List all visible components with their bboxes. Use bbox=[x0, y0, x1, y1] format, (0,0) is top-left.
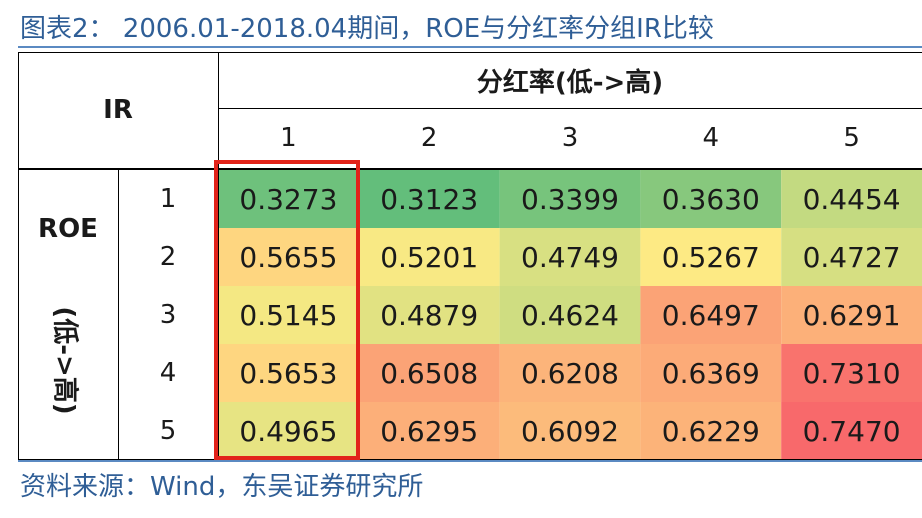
column-label-3: 3 bbox=[561, 123, 579, 153]
row-label-1: 1 bbox=[159, 184, 177, 214]
heat-cell-r1-c2 bbox=[358, 170, 500, 228]
heat-cell-r3-c1 bbox=[218, 286, 359, 344]
row-group-label: ROE bbox=[38, 214, 98, 244]
heat-cell-r1-c1 bbox=[218, 170, 359, 228]
heatmap-cells bbox=[218, 170, 922, 460]
value-label-r2-c3: 0.4749 bbox=[521, 240, 619, 274]
value-label-r2-c2: 0.5201 bbox=[380, 240, 479, 274]
highlight-box-column-1 bbox=[214, 160, 360, 460]
header-bottom-border bbox=[18, 168, 922, 170]
heat-cell-r3-c5 bbox=[781, 286, 922, 344]
row-label-4: 4 bbox=[159, 358, 177, 388]
value-label-r4-c1: 0.5653 bbox=[239, 356, 338, 390]
value-label-r4-c4: 0.6369 bbox=[661, 356, 760, 390]
title-divider bbox=[18, 46, 922, 48]
value-label-r1-c3: 0.3399 bbox=[521, 182, 619, 216]
value-label-r3-c3: 0.4624 bbox=[521, 298, 619, 332]
value-label-r2-c1: 0.5655 bbox=[239, 240, 338, 274]
heat-cell-r2-c2 bbox=[358, 228, 500, 286]
heat-cell-r4-c4 bbox=[640, 344, 782, 402]
value-label-r4-c2: 0.6508 bbox=[380, 356, 479, 390]
heat-cell-r4-c1 bbox=[218, 344, 359, 402]
value-label-r1-c2: 0.3123 bbox=[380, 182, 479, 216]
value-label-r3-c4: 0.6497 bbox=[661, 298, 760, 332]
header-divider bbox=[218, 108, 922, 109]
row-label-2: 2 bbox=[159, 242, 177, 272]
heat-cell-r2-c1 bbox=[218, 228, 359, 286]
figure-title: 图表2： 2006.01-2018.04期间，ROE与分红率分组IR比较 bbox=[20, 14, 714, 44]
heat-cell-r3-c4 bbox=[640, 286, 782, 344]
value-label-r5-c1: 0.4965 bbox=[239, 414, 338, 448]
heat-cell-r1-c5 bbox=[781, 170, 922, 228]
column-group-label: 分红率(低->高) bbox=[476, 67, 664, 98]
table-bottom-border bbox=[18, 459, 922, 460]
heat-cell-r5-c5 bbox=[781, 402, 922, 460]
corner-label-ir: IR bbox=[103, 95, 133, 125]
heat-cell-r5-c2 bbox=[358, 402, 500, 460]
value-label-r4-c3: 0.6208 bbox=[521, 356, 619, 390]
value-label-r3-c5: 0.6291 bbox=[802, 298, 901, 332]
value-label-r5-c2: 0.6295 bbox=[380, 414, 479, 448]
value-label-r5-c5: 0.7470 bbox=[802, 414, 901, 448]
heat-cell-r2-c4 bbox=[640, 228, 782, 286]
value-label-r3-c1: 0.5145 bbox=[239, 298, 338, 332]
value-label-r2-c5: 0.4727 bbox=[802, 240, 901, 274]
column-label-5: 5 bbox=[843, 123, 860, 153]
heat-cell-r2-c3 bbox=[499, 228, 641, 286]
column-label-2: 2 bbox=[420, 123, 438, 153]
heat-cell-r4-c5 bbox=[781, 344, 922, 402]
row-group-sublabel: (低->高) bbox=[49, 306, 80, 415]
column-label-4: 4 bbox=[702, 123, 720, 153]
column-label-1: 1 bbox=[280, 123, 297, 153]
heat-cell-r3-c3 bbox=[499, 286, 641, 344]
heat-cell-r5-c3 bbox=[499, 402, 641, 460]
heat-cell-r1-c3 bbox=[499, 170, 641, 228]
heat-cell-r1-c4 bbox=[640, 170, 782, 228]
value-label-r3-c2: 0.4879 bbox=[380, 298, 479, 332]
table-left-border bbox=[18, 52, 19, 460]
value-label-r2-c4: 0.5267 bbox=[661, 240, 760, 274]
row-group-divider bbox=[118, 168, 119, 460]
row-label-3: 3 bbox=[159, 300, 177, 330]
heat-cell-r5-c1 bbox=[218, 402, 359, 460]
table-top-border bbox=[18, 52, 922, 53]
heat-cell-r5-c4 bbox=[640, 402, 782, 460]
value-label-r1-c5: 0.4454 bbox=[802, 182, 901, 216]
value-label-r1-c4: 0.3630 bbox=[661, 182, 760, 216]
heat-cell-r2-c5 bbox=[781, 228, 922, 286]
value-label-r4-c5: 0.7310 bbox=[802, 356, 901, 390]
value-label-r5-c4: 0.6229 bbox=[661, 414, 760, 448]
heat-cell-r4-c3 bbox=[499, 344, 641, 402]
header-column-divider bbox=[218, 52, 219, 460]
source-note: 资料来源：Wind，东吴证券研究所 bbox=[20, 472, 424, 502]
heat-cell-r3-c2 bbox=[358, 286, 500, 344]
ir-heatmap-table: IR 分红率(低->高) 1 2 3 4 5 ROE (低->高) 1 2 3 4 5 0.32… bbox=[18, 52, 922, 460]
value-label-r5-c3: 0.6092 bbox=[521, 414, 619, 448]
heat-cell-r4-c2 bbox=[358, 344, 500, 402]
row-label-5: 5 bbox=[159, 416, 177, 446]
value-label-r1-c1: 0.3273 bbox=[239, 182, 338, 216]
footer-divider bbox=[18, 460, 922, 462]
